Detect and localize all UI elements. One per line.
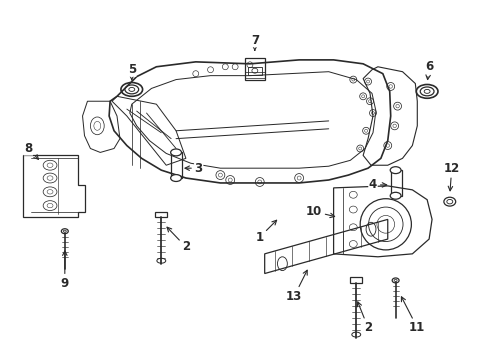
Text: 2: 2 xyxy=(167,227,190,253)
Ellipse shape xyxy=(389,167,400,174)
Text: 7: 7 xyxy=(250,34,258,50)
Bar xyxy=(349,278,362,283)
Ellipse shape xyxy=(61,229,68,234)
Text: 10: 10 xyxy=(305,205,334,218)
Ellipse shape xyxy=(170,175,181,181)
Bar xyxy=(247,67,261,75)
Text: 9: 9 xyxy=(61,251,69,290)
Text: 2: 2 xyxy=(357,302,371,334)
Text: 5: 5 xyxy=(127,63,136,80)
Text: 3: 3 xyxy=(184,162,203,175)
Text: 6: 6 xyxy=(424,60,432,80)
Text: 8: 8 xyxy=(24,142,39,159)
Text: 11: 11 xyxy=(401,297,425,334)
Bar xyxy=(171,152,182,178)
Bar xyxy=(155,212,167,217)
Ellipse shape xyxy=(170,149,181,156)
Text: 12: 12 xyxy=(443,162,459,191)
Text: 4: 4 xyxy=(368,179,386,192)
Bar xyxy=(390,170,401,196)
Bar xyxy=(244,58,264,80)
Text: 1: 1 xyxy=(255,220,276,244)
Ellipse shape xyxy=(391,278,398,283)
Ellipse shape xyxy=(389,192,400,199)
Ellipse shape xyxy=(157,258,165,263)
Text: 13: 13 xyxy=(285,270,306,303)
Ellipse shape xyxy=(351,332,360,337)
